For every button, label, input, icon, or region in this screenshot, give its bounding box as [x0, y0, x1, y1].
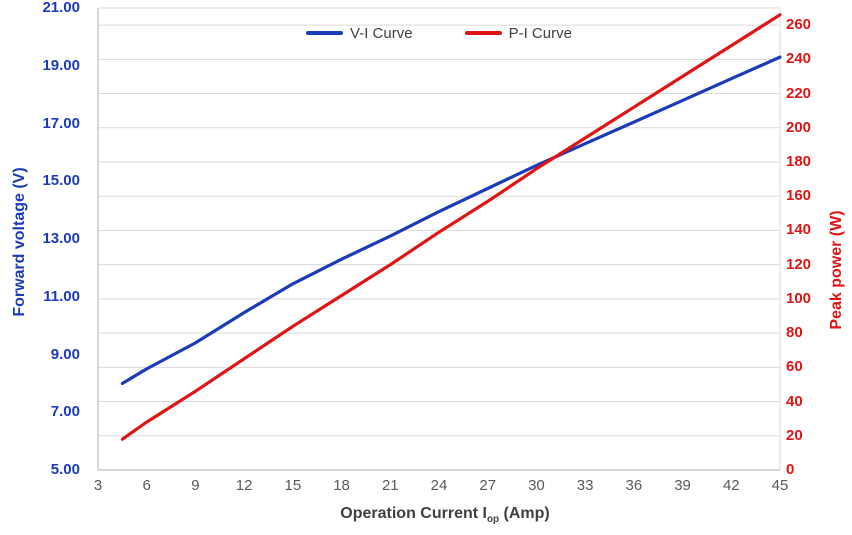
- right-axis-tick-label: 180: [786, 153, 812, 170]
- x-axis-tick-label: 3: [93, 477, 103, 494]
- left-axis-tick-label: 9.00: [50, 345, 80, 363]
- right-axis-tick-label: 0: [786, 461, 795, 478]
- x-axis-title-subscript: op: [486, 514, 500, 526]
- x-axis-tick-label: 39: [674, 477, 691, 494]
- left-axis-tick-label: 15.00: [42, 172, 80, 190]
- right-axis-tick-label: 80: [786, 324, 803, 342]
- left-axis-tick-label: 21.00: [42, 0, 80, 16]
- x-axis-tick-label: 18: [333, 477, 350, 494]
- x-axis-tick-label: 42: [722, 477, 740, 494]
- x-axis-tick-label: 27: [479, 477, 497, 494]
- x-axis-title-units: (Amp): [499, 504, 550, 522]
- x-axis-tick-label: 6: [142, 477, 151, 494]
- legend-item-pi-curve: P-I Curve: [464, 24, 572, 42]
- x-axis-tick-label: 30: [528, 477, 545, 494]
- x-axis-tick-label: 24: [430, 477, 448, 494]
- right-axis-tick-label: 220: [786, 84, 812, 102]
- left-axis-tick-label: 7.00: [50, 403, 80, 421]
- vi-curve-legend-label: V-I Curve: [350, 24, 413, 42]
- x-axis-title: Operation Current Iop (Amp): [340, 505, 549, 525]
- p-i-curve-series-line: [120, 13, 782, 441]
- right-axis-tick-label: 40: [786, 392, 803, 410]
- x-axis-tick-label: 15: [284, 477, 302, 494]
- left-axis-tick-label: 17.00: [42, 114, 80, 132]
- left-axis-tick-label: 11.00: [43, 287, 80, 305]
- legend-item-vi-curve: V-I Curve: [306, 25, 413, 42]
- left-axis-tick-label: 13.00: [42, 230, 80, 247]
- right-axis-tick-label: 240: [786, 50, 812, 68]
- right-axis-tick-label: 260: [786, 16, 812, 34]
- x-axis-title-text: Operation Current I: [340, 504, 487, 522]
- right-axis-tick-label: 140: [786, 221, 812, 239]
- right-axis-tick-label: 160: [786, 187, 812, 205]
- pi-curve-line-swatch-icon: [464, 31, 502, 35]
- left-axis-tick-label: 5.00: [50, 461, 80, 478]
- left-axis-tick-label: 19.00: [42, 56, 80, 74]
- x-axis-tick-label: 33: [576, 477, 594, 494]
- right-axis-tick-label: 20: [786, 426, 803, 444]
- vi-curve-line-swatch-icon: [306, 31, 344, 35]
- legend: V-I Curve P-I Curve: [98, 22, 780, 44]
- x-axis-tick-label: 12: [235, 477, 253, 494]
- right-axis-tick-label: 200: [786, 118, 812, 136]
- x-axis-tick-label: 9: [191, 477, 200, 494]
- pi-curve-legend-label: P-I Curve: [508, 24, 572, 42]
- right-axis-tick-label: 120: [786, 255, 812, 273]
- x-axis-tick-label: 45: [771, 477, 789, 494]
- right-axis-tick-label: 60: [786, 358, 803, 376]
- v-i-curve-series-line: [120, 55, 782, 385]
- x-axis-tick-label: 21: [381, 477, 399, 494]
- x-axis-tick-label: 36: [625, 477, 643, 494]
- right-axis-tick-label: 100: [786, 289, 812, 307]
